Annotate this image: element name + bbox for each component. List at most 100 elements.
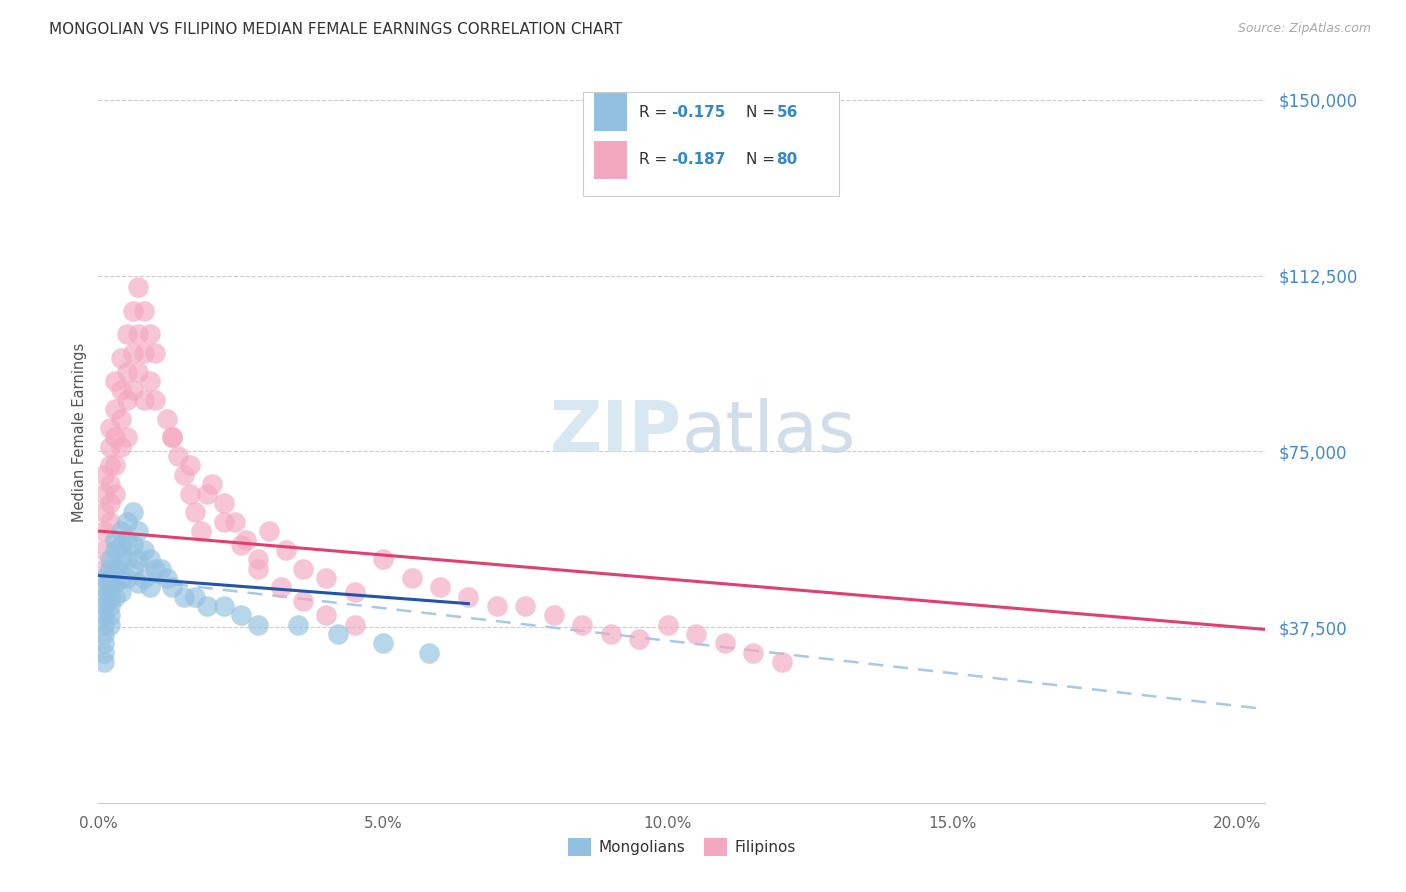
Point [326, 627, 349, 641]
Point [98, 515, 121, 529]
Point [98, 571, 121, 585]
Point [292, 594, 315, 608]
Point [132, 392, 155, 407]
Point [190, 524, 212, 538]
Point [93, 561, 115, 575]
Point [429, 580, 451, 594]
Text: N =: N = [747, 104, 780, 120]
Point [132, 346, 155, 360]
FancyBboxPatch shape [595, 93, 627, 131]
Point [93, 608, 115, 623]
Text: N =: N = [747, 153, 780, 168]
Point [343, 617, 366, 632]
Y-axis label: Median Female Earnings: Median Female Earnings [72, 343, 87, 522]
Point [104, 590, 127, 604]
Point [167, 449, 190, 463]
Point [315, 571, 337, 585]
Text: atlas: atlas [682, 398, 856, 467]
Point [121, 538, 143, 552]
Text: R =: R = [638, 153, 672, 168]
Point [93, 467, 115, 482]
Point [138, 374, 160, 388]
Point [201, 477, 224, 491]
Point [276, 542, 298, 557]
Point [162, 430, 184, 444]
Point [156, 411, 179, 425]
Point [98, 561, 121, 575]
Point [98, 617, 121, 632]
Point [110, 585, 132, 599]
Point [292, 561, 315, 575]
Text: R =: R = [638, 104, 672, 120]
Point [235, 533, 257, 548]
Point [121, 303, 143, 318]
Point [93, 505, 115, 519]
FancyBboxPatch shape [595, 141, 627, 179]
Point [195, 599, 218, 613]
Point [115, 392, 138, 407]
Point [93, 627, 115, 641]
Point [132, 542, 155, 557]
Point [104, 533, 127, 548]
Point [104, 561, 127, 575]
Point [212, 599, 235, 613]
Point [599, 627, 621, 641]
Point [162, 430, 184, 444]
Point [121, 561, 143, 575]
Point [115, 571, 138, 585]
Point [173, 590, 195, 604]
Point [246, 552, 269, 566]
Point [657, 617, 679, 632]
Point [246, 617, 269, 632]
Point [115, 533, 138, 548]
Point [212, 515, 235, 529]
Point [371, 552, 394, 566]
Point [110, 552, 132, 566]
Point [150, 561, 173, 575]
Point [104, 575, 127, 590]
Point [257, 524, 280, 538]
Point [132, 571, 155, 585]
Point [98, 590, 121, 604]
Point [143, 392, 166, 407]
Point [685, 627, 707, 641]
Point [93, 524, 115, 538]
Point [212, 496, 235, 510]
Point [371, 636, 394, 650]
Point [127, 524, 149, 538]
FancyBboxPatch shape [582, 92, 839, 195]
Point [98, 440, 121, 454]
Point [115, 430, 138, 444]
Point [127, 575, 149, 590]
Point [121, 384, 143, 398]
Text: 80: 80 [776, 153, 797, 168]
Point [127, 280, 149, 294]
Point [401, 571, 423, 585]
Point [127, 365, 149, 379]
Point [98, 421, 121, 435]
Point [93, 617, 115, 632]
Point [173, 467, 195, 482]
Point [287, 617, 309, 632]
Point [143, 561, 166, 575]
Point [121, 505, 143, 519]
Point [184, 590, 207, 604]
Point [98, 552, 121, 566]
Point [98, 580, 121, 594]
Point [93, 636, 115, 650]
Point [104, 430, 127, 444]
Point [770, 655, 793, 669]
Point [418, 646, 440, 660]
Legend: Mongolians, Filipinos: Mongolians, Filipinos [562, 832, 801, 862]
Point [485, 599, 508, 613]
Point [104, 542, 127, 557]
Point [93, 590, 115, 604]
Point [93, 486, 115, 500]
Point [132, 303, 155, 318]
Point [98, 496, 121, 510]
Text: -0.187: -0.187 [672, 153, 725, 168]
Point [270, 580, 292, 594]
Point [98, 458, 121, 473]
Point [110, 384, 132, 398]
Point [104, 402, 127, 417]
